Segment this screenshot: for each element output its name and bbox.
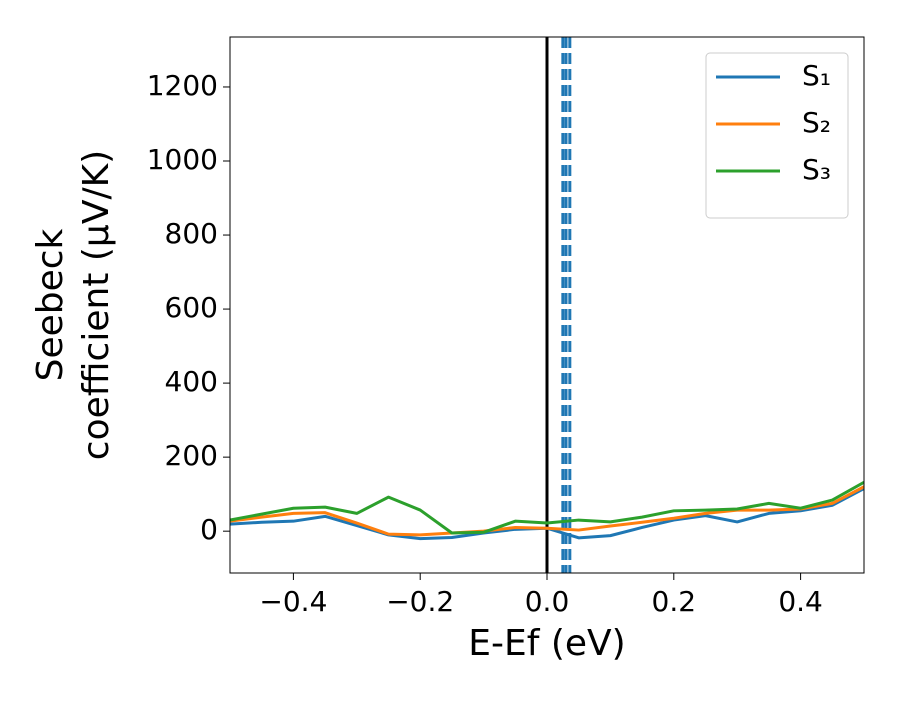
- x-tick-label: −0.4: [259, 585, 327, 618]
- series-line: [230, 481, 864, 535]
- y-tick-label: 0: [200, 513, 218, 546]
- x-tick-label: 0.2: [652, 585, 697, 618]
- y-tick-label: 800: [165, 217, 218, 250]
- plot-frame: [229, 36, 865, 574]
- y-tick-label: 200: [165, 439, 218, 472]
- legend-label: S₁: [802, 59, 831, 92]
- y-tick-label: 400: [165, 365, 218, 398]
- x-axis-label: E-Ef (eV): [468, 623, 625, 664]
- x-tick-label: 0.0: [525, 585, 570, 618]
- y-axis-label: Seebeck: [30, 228, 71, 381]
- legend-box: [705, 52, 849, 219]
- legend-label: S₂: [802, 106, 831, 139]
- series-line: [230, 485, 864, 537]
- x-tick-label: 0.4: [778, 585, 823, 618]
- y-tick-label: 600: [165, 291, 218, 324]
- x-tick-label: −0.2: [386, 585, 454, 618]
- y-tick-label: 1200: [147, 69, 218, 102]
- plot: [230, 37, 864, 573]
- y-tick-label: 1000: [147, 143, 218, 176]
- y-axis-label: coefficient (μV/K): [76, 150, 117, 460]
- legend-label: S₃: [802, 153, 831, 186]
